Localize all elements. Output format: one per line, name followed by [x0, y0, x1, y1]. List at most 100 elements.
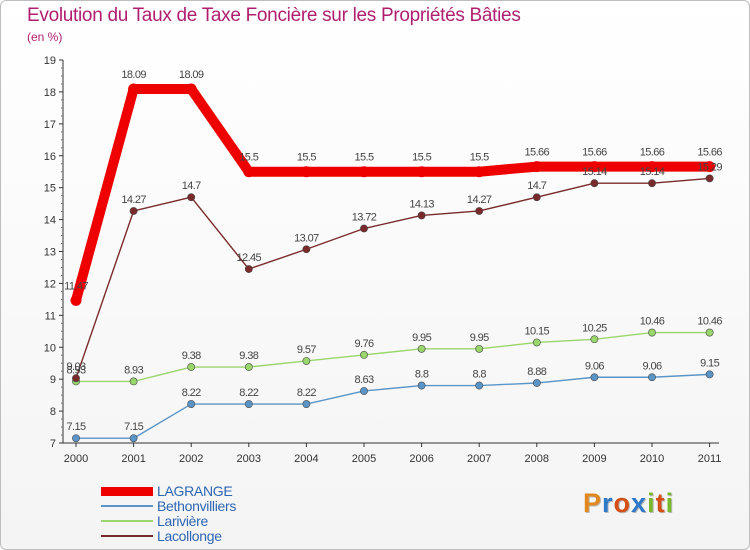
data-label-lacollonge: 14.7 — [527, 180, 546, 192]
y-tick-label: 13 — [44, 247, 56, 259]
series-lacollonge — [72, 174, 714, 383]
data-label-bethonvilliers: 8.8 — [415, 369, 429, 381]
data-point-lagrange — [704, 161, 716, 173]
chart-unit-label: (en %) — [27, 30, 63, 44]
data-point-lagrange — [646, 161, 658, 173]
data-point-lagrange — [70, 294, 82, 306]
data-label-lacollonge: 13.07 — [294, 232, 319, 244]
data-point-lacollonge — [705, 174, 714, 183]
data-point-lacollonge — [590, 179, 599, 188]
data-point-bethonvilliers — [244, 400, 253, 408]
data-point-lariviere — [129, 377, 138, 386]
chart-axes: 7 8 9 10 11 12 13 14 15 16 17 18 19 2000 2001 2002 2003 2… — [44, 55, 722, 465]
data-label-lagrange: 15.66 — [525, 147, 550, 159]
data-point-lacollonge — [302, 245, 311, 254]
proxiti-logo: ProxitiProxiti — [583, 488, 674, 519]
y-tick-label: 7 — [50, 438, 56, 450]
x-tick-label: 2011 — [698, 453, 722, 465]
y-tick-label: 8 — [50, 406, 56, 418]
data-label-bethonvilliers: 8.22 — [182, 387, 201, 399]
data-point-bethonvilliers — [187, 400, 196, 408]
y-tick-label: 14 — [44, 215, 56, 227]
data-label-lacollonge: 9.03 — [66, 361, 85, 373]
y-tick-label: 15 — [44, 183, 56, 195]
y-tick-label: 19 — [44, 55, 56, 67]
data-label-lacollonge: 15.14 — [640, 166, 665, 178]
series-layer — [70, 83, 716, 443]
legend-swatch — [101, 520, 153, 522]
data-label-lariviere: 9.38 — [182, 350, 201, 362]
data-point-lariviere — [302, 357, 311, 365]
data-label-lariviere: 10.25 — [582, 322, 607, 334]
x-tick-label: 2008 — [525, 453, 549, 465]
data-label-lariviere: 9.76 — [354, 338, 373, 350]
data-point-bethonvilliers — [705, 370, 714, 379]
data-label-bethonvilliers: 8.63 — [354, 374, 373, 386]
data-labels-layer: 7.15 7.15 8.22 8.22 8.22 8.63 8.8 8.8 8.88 9.06 9.… — [64, 69, 723, 433]
data-label-lacollonge: 14.7 — [182, 180, 201, 192]
x-tick-label: 2007 — [467, 453, 491, 465]
data-point-bethonvilliers — [590, 373, 599, 382]
y-tick-label: 16 — [44, 151, 56, 163]
data-label-lagrange: 18.09 — [179, 69, 204, 81]
data-label-lariviere: 8.93 — [66, 364, 85, 376]
data-label-lariviere: 9.57 — [297, 344, 316, 356]
data-point-lariviere — [417, 344, 426, 353]
data-label-lariviere: 10.46 — [640, 316, 665, 328]
data-point-lariviere — [705, 328, 714, 337]
data-label-bethonvilliers: 9.06 — [642, 360, 661, 372]
data-point-lacollonge — [129, 207, 138, 215]
data-label-lacollonge: 14.27 — [467, 194, 492, 206]
data-label-lacollonge: 12.45 — [237, 252, 262, 264]
data-point-lagrange — [128, 83, 140, 95]
x-tick-label: 2010 — [640, 453, 664, 465]
chart-title: Evolution du Taux de Taxe Foncière sur l… — [27, 5, 521, 26]
legend-swatch — [101, 505, 153, 507]
x-tick-label: 2006 — [409, 453, 433, 465]
data-point-lagrange — [588, 161, 600, 173]
y-tick-label: 11 — [45, 310, 56, 322]
data-label-bethonvilliers: 9.15 — [700, 357, 719, 369]
data-point-lagrange — [531, 161, 543, 173]
data-point-lacollonge — [244, 265, 253, 273]
data-point-lariviere — [475, 344, 484, 353]
x-tick-label: 2004 — [294, 453, 318, 465]
series-bethonvilliers — [72, 370, 714, 443]
data-label-lacollonge: 14.27 — [121, 194, 146, 206]
data-point-bethonvilliers — [417, 381, 426, 390]
data-label-lariviere: 10.15 — [525, 325, 550, 337]
legend-swatch — [101, 535, 153, 537]
data-label-lagrange: 11.47 — [64, 280, 88, 292]
data-label-bethonvilliers: 8.22 — [297, 387, 316, 399]
data-label-lagrange: 15.5 — [412, 152, 431, 164]
data-label-lariviere: 9.95 — [470, 332, 489, 344]
data-point-lacollonge — [187, 193, 196, 202]
data-point-lacollonge — [360, 224, 368, 233]
data-label-lagrange: 15.5 — [239, 152, 258, 164]
series-line-lagrange — [71, 84, 715, 306]
data-point-bethonvilliers — [302, 400, 311, 408]
data-label-bethonvilliers: 8.8 — [472, 369, 486, 381]
x-tick-label: 2001 — [121, 453, 145, 465]
data-point-lariviere — [244, 363, 253, 371]
x-tick-label: 2003 — [237, 453, 261, 465]
series-lagrange — [70, 83, 716, 306]
data-label-lagrange: 15.5 — [470, 152, 489, 164]
data-point-lagrange — [243, 166, 255, 178]
data-point-lariviere — [648, 328, 656, 337]
data-label-bethonvilliers: 7.15 — [66, 421, 85, 433]
data-point-bethonvilliers — [648, 373, 656, 382]
legend-label: Larivière — [157, 513, 208, 529]
data-label-bethonvilliers: 9.06 — [585, 360, 604, 372]
data-label-lariviere: 8.93 — [124, 364, 143, 376]
data-point-bethonvilliers — [360, 387, 368, 395]
data-point-lacollonge — [648, 179, 656, 188]
data-point-lagrange — [300, 166, 312, 178]
data-point-bethonvilliers — [532, 379, 541, 387]
data-point-lacollonge — [72, 374, 80, 383]
y-tick-label: 10 — [44, 342, 56, 354]
data-label-lacollonge: 15.14 — [582, 166, 607, 178]
data-point-lariviere — [187, 363, 196, 371]
x-tick-label: 2005 — [352, 453, 376, 465]
